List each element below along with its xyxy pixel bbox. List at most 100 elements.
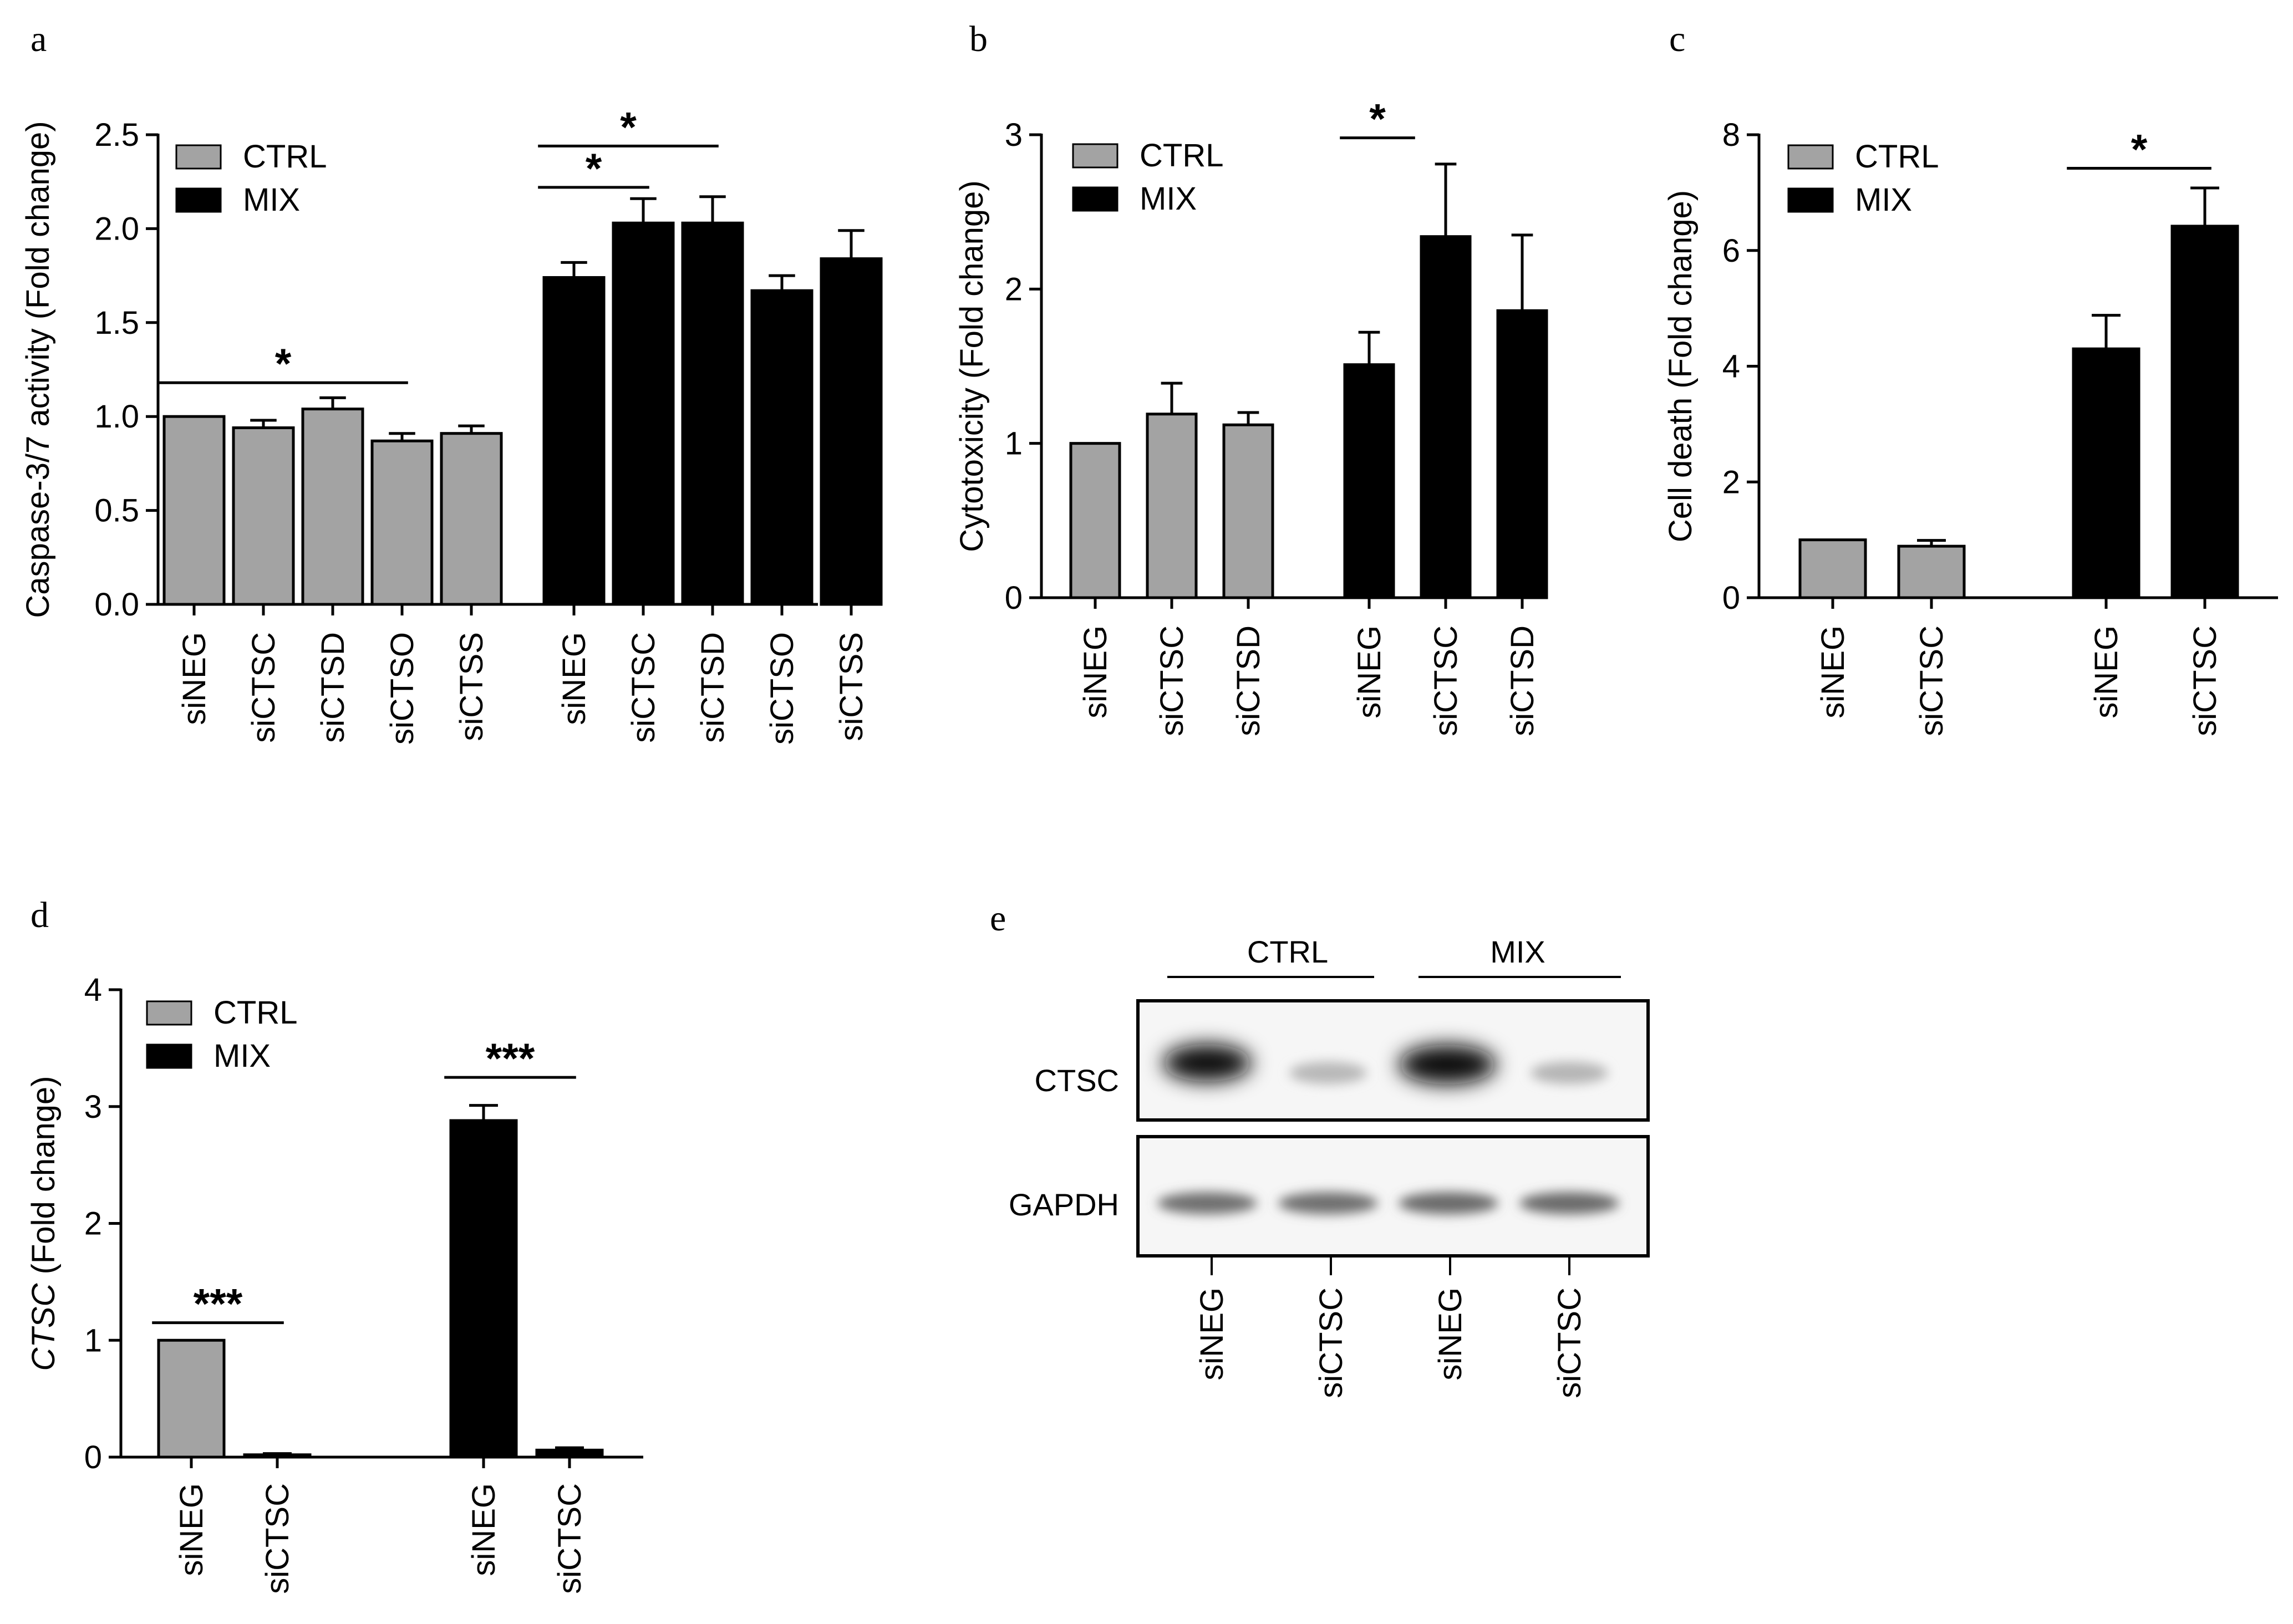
y-tick-label: 0	[1722, 580, 1740, 616]
bar	[1343, 363, 1395, 599]
panel-letter-b: b	[969, 19, 988, 59]
bar	[449, 1119, 518, 1459]
x-tick-label: siNEG	[1815, 625, 1851, 719]
blot-band	[1278, 1192, 1378, 1214]
y-tick-label: 0.5	[94, 493, 139, 529]
bar	[535, 1448, 604, 1459]
blot-lane-label: siCTSC	[1552, 1287, 1588, 1398]
y-tick-label: 1.0	[94, 399, 139, 435]
x-tick-label: siCTSC	[246, 632, 282, 743]
legend-swatch-ctrl	[146, 1000, 192, 1026]
y-tick-label: 4	[84, 972, 102, 1008]
x-tick-label: siNEG	[2088, 625, 2124, 719]
blot-lane-label: siNEG	[1194, 1287, 1230, 1381]
legend-label-mix: MIX	[213, 1038, 271, 1074]
bar	[612, 221, 675, 606]
blot-band	[1399, 1192, 1498, 1214]
x-tick-label: siCTSO	[384, 632, 420, 745]
panel-letter-c: c	[1669, 19, 1685, 59]
x-tick-label: siCTSD	[1504, 625, 1540, 736]
blot-row-label-ctsc: CTSC	[1035, 1063, 1119, 1098]
x-tick-label: siCTSD	[315, 632, 351, 743]
panel-letter-a: a	[30, 19, 47, 59]
legend-label-mix: MIX	[1855, 182, 1912, 218]
x-tick-label: siCTSS	[833, 632, 870, 741]
x-tick-label: siCTSC	[2187, 625, 2223, 736]
bar	[1496, 309, 1548, 599]
bar	[2170, 225, 2239, 599]
blot-row-label-gapdh: GAPDH	[1009, 1187, 1119, 1222]
y-tick-label: 2.5	[94, 117, 139, 153]
bar	[243, 1453, 312, 1459]
y-tick-label: 1	[1005, 426, 1023, 462]
bar	[440, 432, 503, 606]
legend-swatch-mix	[1072, 186, 1118, 212]
x-tick-label: siNEG	[176, 632, 212, 725]
chart-panel-a: 0.0 0.5 1.0 1.5 2.0 2.5 Caspase-3/7 activity (…	[20, 104, 883, 745]
x-tick-label: siCTSS	[454, 632, 490, 741]
legend-label-ctrl: CTRL	[1855, 139, 1939, 175]
legend-label-ctrl: CTRL	[243, 139, 327, 175]
y-tick-label: 2	[1722, 464, 1740, 500]
y-tick-label: 1.5	[94, 305, 139, 341]
x-tick-label: siCTSO	[764, 632, 800, 745]
significance-marker: ***	[194, 1281, 243, 1328]
bar	[1146, 413, 1198, 599]
bar	[2072, 347, 2141, 599]
y-axis-label-unit: (Fold change)	[26, 1076, 62, 1284]
y-axis-label: Caspase-3/7 activity (Fold change)	[20, 121, 56, 618]
x-tick-label: siNEG	[466, 1483, 502, 1576]
chart-panel-d: 0 1 2 3 4 CTSC (Fold change) CTRL MIX siNEG siCTS…	[26, 972, 643, 1594]
bar	[157, 1338, 226, 1459]
y-tick-label: 2	[84, 1206, 102, 1242]
legend-swatch-mix	[1787, 187, 1834, 213]
bar	[750, 289, 814, 606]
bar	[232, 426, 295, 606]
bar	[542, 276, 606, 606]
bar	[820, 257, 883, 606]
legend-swatch-ctrl	[1072, 143, 1118, 169]
bar	[1420, 235, 1472, 599]
bar	[681, 221, 744, 606]
y-axis-label-gene: CTSC	[26, 1282, 62, 1371]
y-tick-label: 3	[1005, 117, 1023, 153]
legend-swatch-mix	[175, 187, 222, 213]
legend-swatch-ctrl	[1787, 144, 1834, 170]
blot-band	[1399, 1045, 1496, 1085]
blot-band	[1531, 1062, 1608, 1084]
bar	[370, 439, 434, 606]
y-axis-label: CTSC (Fold change)	[26, 1076, 62, 1371]
chart-panel-b: 0 1 2 3 Cytotoxicity (Fold change) CTRL MIX siN…	[954, 96, 1548, 736]
x-tick-label: siCTSD	[695, 632, 731, 743]
legend-label-ctrl: CTRL	[1140, 138, 1223, 174]
bar	[1897, 544, 1966, 599]
legend-label-mix: MIX	[1140, 181, 1197, 217]
blot-group-label-mix: MIX	[1490, 934, 1545, 969]
blot-band	[1157, 1192, 1257, 1214]
y-axis-label: Cell death (Fold change)	[1662, 190, 1699, 542]
significance-marker: *	[275, 340, 292, 388]
y-tick-label: 3	[84, 1089, 102, 1125]
y-tick-label: 0.0	[94, 587, 139, 623]
significance-marker: ***	[486, 1035, 535, 1082]
significance-marker: *	[620, 104, 637, 151]
blot-band	[1289, 1062, 1367, 1084]
y-tick-label: 0	[1005, 580, 1023, 616]
blot-lane-label: siNEG	[1432, 1287, 1468, 1381]
y-tick-label: 8	[1722, 117, 1740, 153]
bar	[162, 415, 226, 606]
x-tick-label: siCTSC	[260, 1483, 296, 1594]
significance-marker: *	[2131, 126, 2148, 174]
bar	[1798, 538, 1867, 599]
x-tick-label: siNEG	[174, 1483, 210, 1576]
y-tick-label: 1	[84, 1322, 102, 1358]
y-tick-label: 2	[1005, 271, 1023, 307]
legend-swatch-ctrl	[175, 144, 222, 170]
blot-group-label-ctrl: CTRL	[1247, 934, 1328, 969]
legend-label-ctrl: CTRL	[213, 995, 297, 1031]
western-blot-panel: CTRL MIX CTSC GAPDH siNEG siCTSC siNEG s…	[1009, 934, 1650, 1398]
y-tick-label: 4	[1722, 349, 1740, 385]
bar	[1222, 423, 1274, 599]
panel-letter-e: e	[990, 898, 1006, 939]
